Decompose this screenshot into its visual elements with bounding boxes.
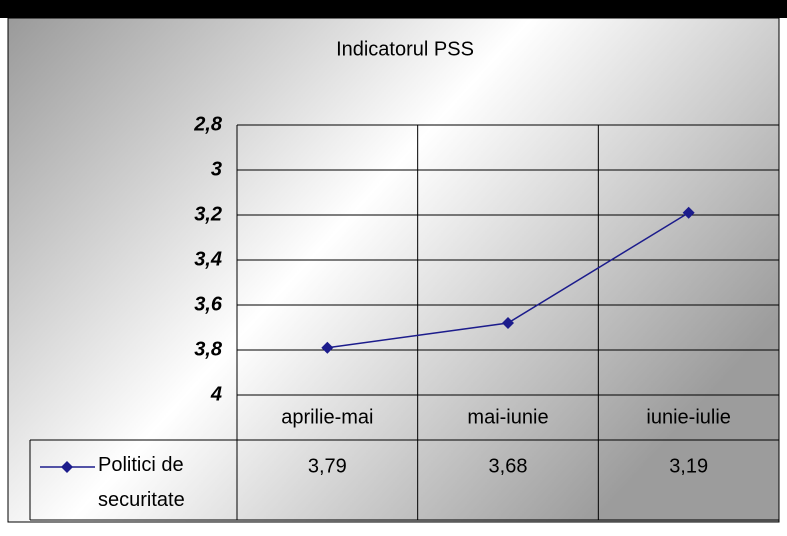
value-label: 3,19 [669,455,708,477]
y-tick-label: 3,2 [194,203,222,225]
legend-label-box: Politici de securitate [98,454,185,511]
point [321,341,334,354]
value-label: 3,79 [308,455,347,477]
chart-title: Indicatorul PSS [336,38,474,60]
y-tick-label: 4 [210,383,222,405]
x-tick-label: iunie-iulie [646,406,731,428]
y-tick-label: 3,6 [194,293,223,315]
point [682,206,695,219]
y-tick-label: 3 [211,158,222,180]
legend-label: Politici de securitate [98,454,185,511]
x-tick-label: mai-iunie [467,406,548,428]
point [502,317,514,329]
value-label: 3,68 [489,455,528,477]
y-tick-label: 2,8 [193,113,223,135]
legend-marker [61,461,73,473]
top-bar [0,0,787,18]
x-tick-label: aprilie-mai [281,406,373,428]
y-tick-label: 3,8 [194,338,223,360]
y-tick-label: 3,4 [194,248,222,270]
chart-area [7,17,780,523]
